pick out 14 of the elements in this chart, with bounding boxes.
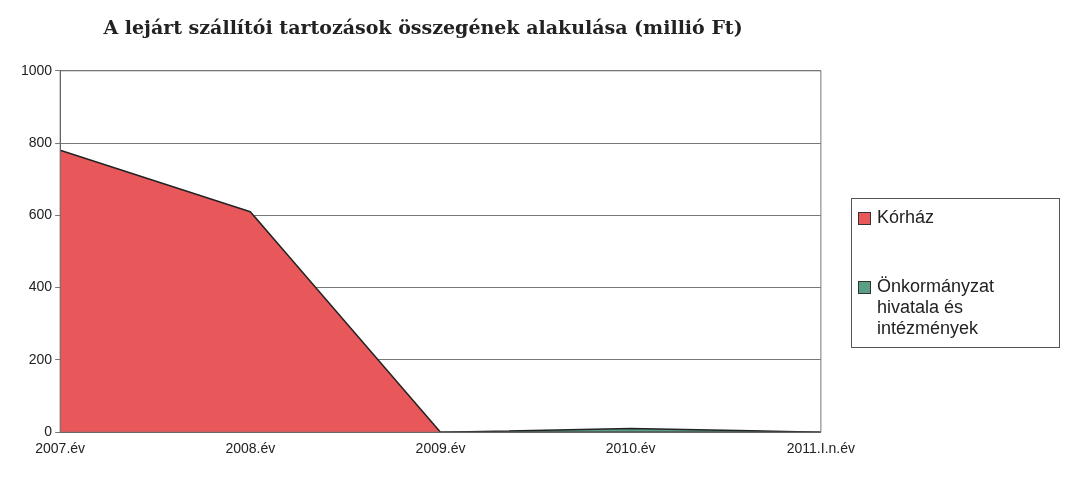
x-tick-label: 2009.év xyxy=(415,440,466,457)
x-tick-label: 2007.év xyxy=(35,440,86,457)
y-tick-label: 800 xyxy=(28,133,53,150)
chart-title: A lejárt szállítói tartozások összegének alakulása (millió Ft) xyxy=(102,16,743,39)
y-tick-label: 400 xyxy=(28,278,53,295)
y-tick-label: 200 xyxy=(28,350,53,367)
x-tick-label: 2011.I.n.év xyxy=(786,440,856,457)
legend-label: Önkormányzat hivatala és intézmények xyxy=(877,276,996,339)
x-tick-label: 2010.év xyxy=(605,440,656,457)
y-tick-label: 600 xyxy=(28,206,53,223)
x-tick-label: 2008.év xyxy=(225,440,276,457)
y-tick-label: 1000 xyxy=(20,61,53,78)
y-tick-label: 0 xyxy=(44,423,53,440)
legend-label: Kórház xyxy=(877,207,935,228)
